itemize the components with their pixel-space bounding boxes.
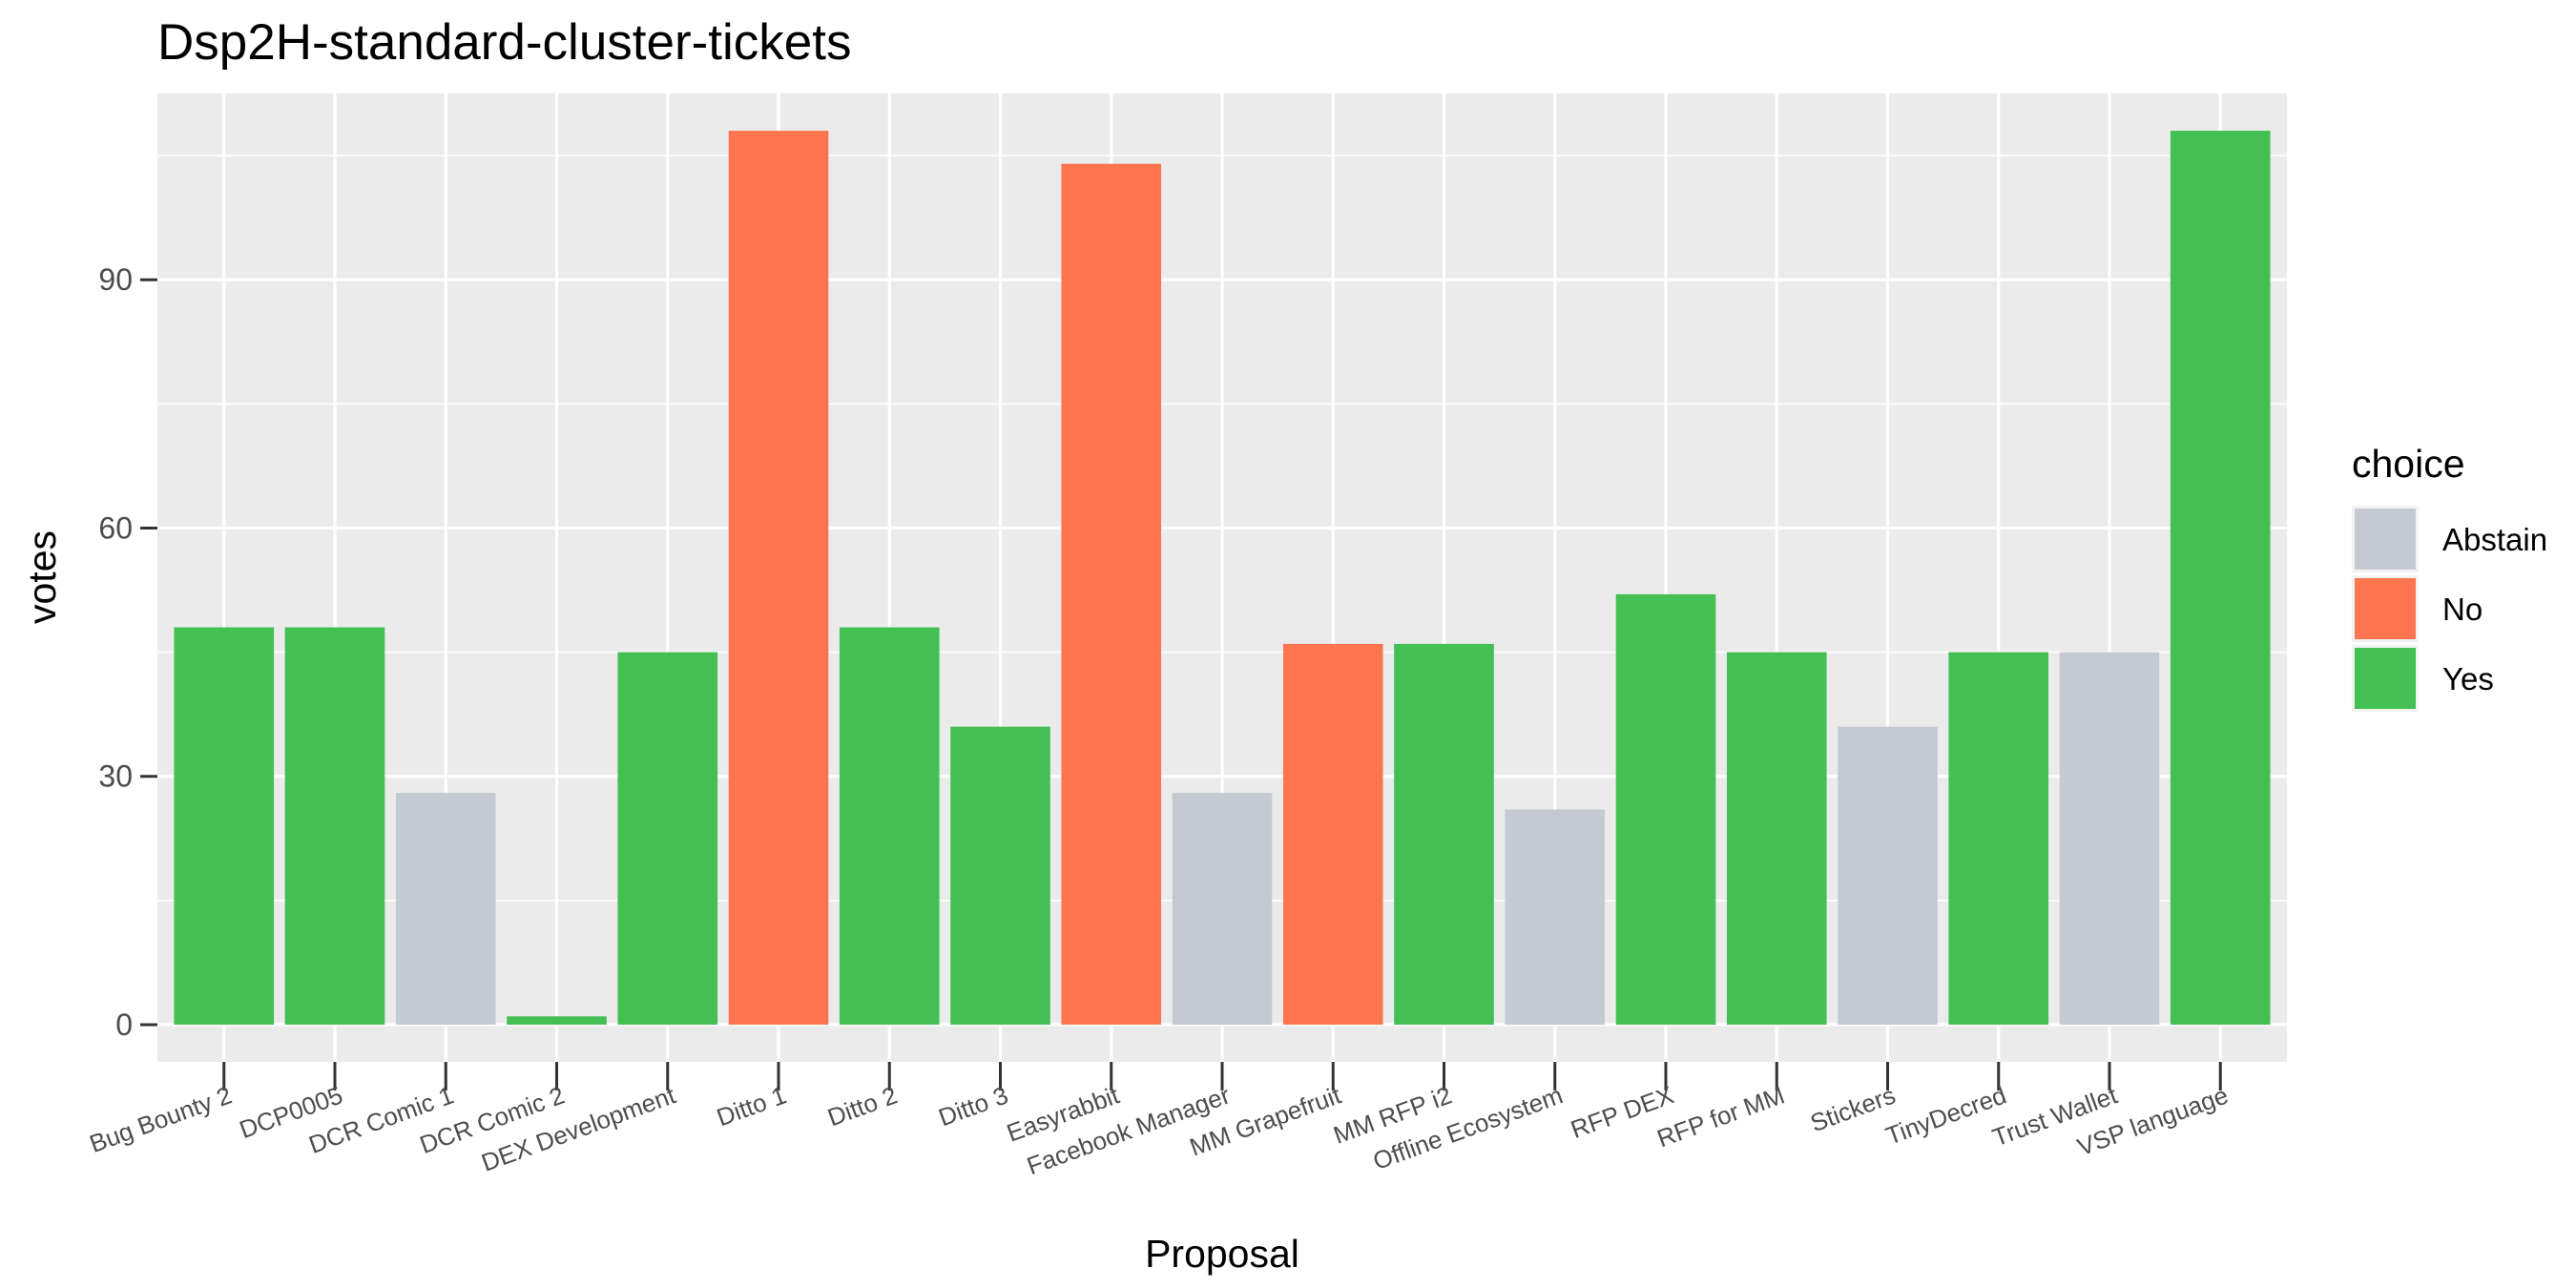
legend-key-no (2355, 578, 2416, 639)
y-tick-label: 90 (98, 262, 133, 297)
bar-ditto-1 (728, 131, 829, 1025)
legend-label: No (2442, 592, 2483, 627)
bar-trust-wallet (2059, 652, 2160, 1025)
bar-mm-grapefruit (1282, 643, 1383, 1025)
y-axis-title: votes (20, 530, 64, 624)
bar-vsp-language (2170, 131, 2271, 1025)
bar-easyrabbit (1061, 163, 1162, 1025)
bars-group (174, 131, 2271, 1025)
legend-label: Yes (2442, 661, 2494, 696)
bar-mm-rfp-i2 (1394, 643, 1494, 1025)
bar-dcp0005 (284, 627, 385, 1025)
bar-tinydecred (1948, 652, 2049, 1025)
y-tick-label: 0 (115, 1008, 133, 1042)
legend-key-abstain (2355, 509, 2416, 570)
bar-dex-development (617, 652, 718, 1025)
bar-bug-bounty-2 (174, 627, 275, 1025)
chart-title: Dsp2H-standard-cluster-tickets (157, 14, 852, 71)
bar-rfp-dex (1615, 593, 1716, 1025)
bar-facebook-manager (1172, 793, 1273, 1025)
bar-dcr-comic-2 (507, 1016, 607, 1025)
bar-offline-ecosystem (1505, 809, 1606, 1025)
x-tick-label: RFP for MM (1653, 1080, 1788, 1153)
bar-ditto-2 (839, 627, 940, 1025)
legend-key-yes (2355, 648, 2416, 709)
x-tick-label: Bug Bounty 2 (86, 1080, 236, 1158)
x-tick-label: Ditto 3 (935, 1080, 1012, 1132)
y-tick-label: 60 (98, 510, 133, 545)
x-tick-label: Ditto 2 (823, 1080, 901, 1132)
y-axis: 0 30 60 90 (98, 262, 157, 1042)
x-axis-title: Proposal (1145, 1232, 1299, 1276)
x-tick-label: Offline Ecosystem (1369, 1080, 1567, 1175)
x-tick-label: TinyDecred (1882, 1080, 2010, 1150)
legend: choice Abstain No Yes (2352, 442, 2547, 712)
legend-title: choice (2352, 442, 2465, 486)
bar-rfp-for-mm (1726, 652, 1827, 1025)
legend-label: Abstain (2442, 522, 2547, 557)
bar-dcr-comic-1 (395, 793, 496, 1025)
bar-stickers (1838, 726, 1938, 1025)
x-tick-label: Ditto 1 (713, 1080, 790, 1132)
bar-ditto-3 (950, 726, 1050, 1025)
y-tick-label: 30 (98, 759, 133, 794)
